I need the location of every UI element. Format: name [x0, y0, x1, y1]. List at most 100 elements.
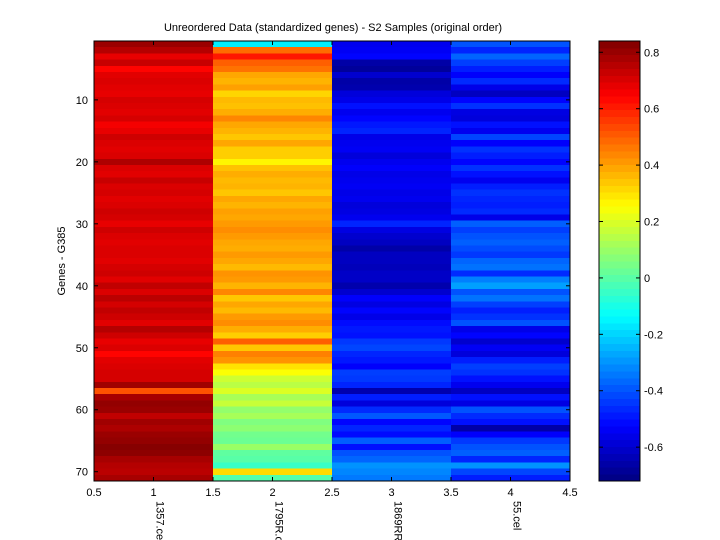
heatmap-cell [332, 65, 452, 73]
heatmap-cell [332, 121, 452, 129]
heatmap-cell [213, 326, 333, 333]
heatmap-cell [451, 183, 571, 191]
heatmap-cell [94, 208, 214, 215]
heatmap-cell [213, 313, 333, 321]
heatmap-cell [213, 406, 333, 414]
colorbar-swatch [599, 357, 640, 365]
heatmap-cell [94, 239, 214, 246]
heatmap-cells [94, 41, 571, 482]
heatmap-cell [332, 171, 452, 178]
heatmap-cell [451, 288, 571, 296]
colorbar-swatch [599, 206, 640, 214]
heatmap-cell [94, 357, 214, 364]
heatmap-cell [94, 146, 214, 153]
colorbar-swatch [599, 96, 640, 104]
heatmap-cell [451, 84, 571, 91]
heatmap-cell [94, 226, 214, 234]
heatmap-cell [213, 47, 333, 54]
heatmap-cell [213, 158, 333, 166]
heatmap-cell [451, 425, 571, 432]
colorbar-swatch [599, 426, 640, 434]
heatmap-cell [332, 177, 452, 184]
colorbar-tick-label: -0.6 [644, 442, 663, 454]
colorbar-tick-label: -0.2 [644, 329, 663, 341]
heatmap-cell [451, 251, 571, 259]
heatmap-cell [332, 251, 452, 259]
heatmap-cell [451, 295, 571, 302]
heatmap-cell [213, 78, 333, 85]
heatmap-cell [213, 264, 333, 271]
heatmap-cell [213, 171, 333, 178]
heatmap-cell [451, 53, 571, 60]
heatmap-cell [332, 245, 452, 253]
heatmap-cell [451, 338, 571, 346]
heatmap-cell [94, 71, 214, 79]
heatmap-cell [451, 158, 571, 166]
chart-title: Unreordered Data (standardized genes) - … [164, 22, 502, 34]
colorbar-swatch [599, 89, 640, 97]
heatmap-cell [451, 102, 571, 110]
heatmap-cell [451, 332, 571, 339]
heatmap-cell [94, 363, 214, 370]
heatmap-cell [332, 109, 452, 116]
heatmap-cell [213, 195, 333, 203]
heatmap-cell [332, 146, 452, 153]
heatmap-cell [94, 437, 214, 445]
heatmap-cell [332, 133, 452, 141]
heatmap-cell [332, 332, 452, 339]
heatmap-cell [451, 90, 571, 98]
heatmap-cell [332, 288, 452, 296]
heatmap-cell [451, 152, 571, 160]
heatmap-cell [332, 456, 452, 463]
heatmap-cell [451, 462, 571, 470]
heatmap-cell [213, 183, 333, 191]
heatmap-cell [94, 115, 214, 122]
heatmap-cell [213, 412, 333, 420]
heatmap-cell [94, 462, 214, 470]
heatmap-cell [213, 394, 333, 401]
heatmap-cell [332, 158, 452, 166]
heatmap-cell [94, 245, 214, 253]
heatmap-cell [213, 338, 333, 346]
heatmap-cell [332, 425, 452, 432]
heatmap-cell [213, 468, 333, 476]
heatmap-cell [94, 121, 214, 129]
heatmap-cell [94, 295, 214, 302]
sample-label: 1795R.c [273, 501, 285, 540]
colorbar-swatch [599, 41, 640, 49]
heatmap-cell [332, 388, 452, 395]
heatmap-cell [332, 220, 452, 228]
x-tick-label: 2.5 [324, 487, 339, 499]
colorbar-swatch [599, 240, 640, 248]
x-tick-label: 3.5 [443, 487, 458, 499]
heatmap-cell [451, 270, 571, 277]
heatmap-cell [451, 357, 571, 364]
heatmap-cell [94, 388, 214, 395]
heatmap-cell [213, 214, 333, 222]
heatmap-cell [332, 276, 452, 284]
colorbar-swatch [599, 439, 640, 448]
heatmap-cell [94, 65, 214, 73]
y-tick-label: 30 [76, 219, 88, 231]
heatmap-cell [451, 65, 571, 73]
heatmap-cell [332, 400, 452, 408]
colorbar-swatch [599, 137, 640, 145]
colorbar-tick-label: 0.8 [644, 47, 659, 59]
y-tick-label: 20 [76, 157, 88, 169]
heatmap-cell [213, 350, 333, 358]
heatmap-cell [94, 431, 214, 439]
heatmap-cell [451, 313, 571, 321]
heatmap-cell [451, 121, 571, 129]
heatmap-cell [213, 226, 333, 234]
heatmap-cell [213, 90, 333, 98]
heatmap-cell [94, 96, 214, 104]
heatmap-cell [94, 140, 214, 147]
heatmap-cell [332, 326, 452, 333]
heatmap-cell [213, 233, 333, 240]
heatmap-cell [451, 47, 571, 54]
heatmap-cell [213, 437, 333, 445]
colorbar-swatch [599, 178, 640, 186]
heatmap-cell [332, 233, 452, 240]
heatmap-cell [94, 47, 214, 54]
